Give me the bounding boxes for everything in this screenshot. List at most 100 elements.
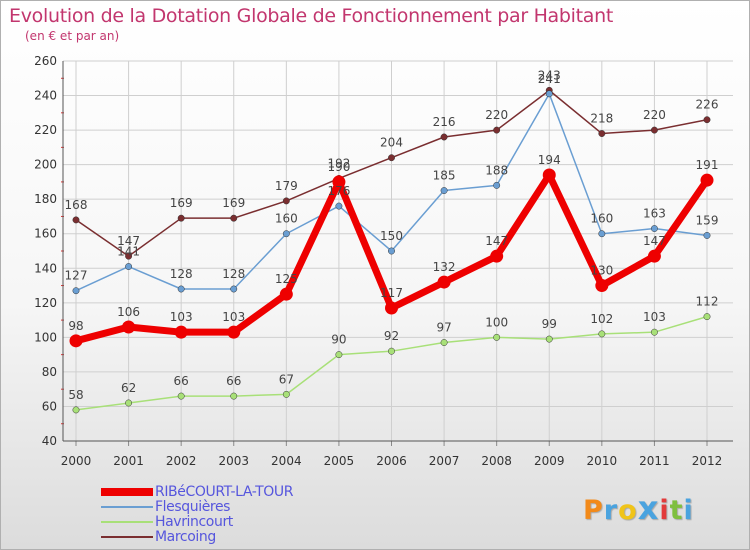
y-tick-label: 140: [34, 261, 57, 275]
data-label: 67: [279, 372, 294, 386]
data-point: [440, 187, 448, 194]
data-point: [440, 133, 448, 141]
data-point: [385, 301, 398, 315]
y-tick-label: 200: [34, 158, 57, 172]
chart-grid: [63, 60, 733, 442]
data-point: [493, 181, 501, 189]
data-point: [437, 275, 451, 289]
x-tick-label: 2002: [166, 454, 197, 468]
data-point: [125, 263, 133, 270]
data-point: [72, 406, 80, 414]
data-point: [545, 90, 553, 98]
data-label: 150: [380, 229, 403, 243]
data-label: 92: [384, 329, 399, 343]
data-point: [388, 247, 395, 255]
legend-label: Havrincourt: [155, 514, 233, 530]
data-point: [72, 216, 80, 224]
data-point: [650, 328, 658, 336]
data-label: 216: [433, 115, 456, 129]
data-point: [598, 330, 606, 338]
data-label: 185: [433, 169, 456, 183]
data-label: 226: [696, 98, 719, 112]
data-label: 132: [433, 260, 456, 274]
data-point: [122, 320, 136, 334]
chart-series: [69, 86, 714, 414]
data-point: [493, 126, 501, 134]
data-label: 243: [538, 68, 561, 82]
data-point: [440, 339, 448, 346]
data-label: 62: [121, 381, 136, 395]
data-label: 147: [643, 234, 666, 248]
data-point: [279, 287, 293, 301]
data-point: [282, 390, 290, 398]
x-tick-label: 2008: [481, 454, 512, 468]
data-point: [388, 347, 395, 355]
data-point: [545, 335, 553, 343]
legend-label: Flesquières: [155, 499, 231, 515]
data-label: 98: [68, 319, 83, 333]
data-point: [598, 130, 606, 137]
data-point: [125, 399, 133, 407]
x-tick-label: 2007: [429, 454, 460, 468]
data-point: [177, 214, 185, 222]
data-label: 112: [696, 295, 719, 309]
legend-swatch: [101, 506, 153, 508]
data-point: [490, 249, 504, 263]
proxiti-logo: Proxiti: [583, 489, 694, 527]
data-label: 147: [485, 234, 508, 248]
data-label: 100: [485, 315, 508, 329]
data-point: [230, 214, 238, 222]
x-tick-label: 2009: [534, 454, 565, 468]
x-tick-label: 2003: [218, 454, 249, 468]
data-point: [335, 351, 343, 359]
data-point: [700, 173, 714, 187]
data-label: 128: [170, 267, 193, 281]
data-label: 188: [485, 163, 508, 177]
data-label: 159: [696, 213, 719, 227]
y-tick-label: 220: [34, 123, 57, 137]
x-tick-label: 2000: [61, 454, 92, 468]
x-tick-label: 2012: [692, 454, 723, 468]
x-tick-label: 2005: [324, 454, 355, 468]
chart-title: Evolution de la Dotation Globale de Fonc…: [9, 5, 614, 27]
data-label: 160: [275, 212, 298, 226]
data-label: 117: [380, 286, 403, 300]
data-point: [647, 249, 661, 263]
y-tick-label: 180: [34, 192, 57, 206]
data-point: [227, 325, 241, 339]
data-label: 90: [331, 333, 346, 347]
data-label: 58: [68, 388, 83, 402]
chart-axes: 40 60 80 100 120 140 160 180 200 220 240 260 2000 200…: [34, 54, 733, 468]
data-label: 127: [65, 269, 88, 283]
data-labels: 98 106 103 103 125 190 117 132 147 194 130 147 191 12…: [65, 68, 719, 402]
legend-label: RIBéCOURT-LA-TOUR: [155, 484, 294, 500]
legend-swatch: [101, 488, 153, 496]
y-tick-label: 160: [34, 227, 57, 241]
data-point: [230, 392, 238, 400]
data-point: [125, 252, 133, 260]
data-label: 220: [643, 108, 666, 122]
data-label: 66: [226, 374, 241, 388]
legend-swatch: [101, 521, 153, 523]
chart-subtitle: (en € et par an): [25, 29, 120, 43]
data-point: [174, 325, 188, 339]
data-point: [282, 197, 290, 205]
data-point: [335, 202, 343, 210]
y-tick-label: 60: [42, 399, 57, 413]
data-point: [650, 225, 658, 232]
data-label: 147: [117, 234, 140, 248]
legend-swatch: [101, 536, 153, 538]
data-label: 97: [436, 321, 451, 335]
data-point: [230, 285, 238, 293]
data-label: 194: [538, 153, 561, 167]
y-tick-label: 80: [42, 365, 57, 379]
data-point: [598, 230, 606, 238]
y-tick-label: 100: [34, 330, 57, 344]
x-tick-label: 2010: [587, 454, 618, 468]
y-tick-label: 120: [34, 296, 57, 310]
data-label: 103: [170, 310, 193, 324]
data-point: [542, 168, 556, 182]
data-point: [703, 232, 711, 239]
series-2: [72, 313, 711, 414]
